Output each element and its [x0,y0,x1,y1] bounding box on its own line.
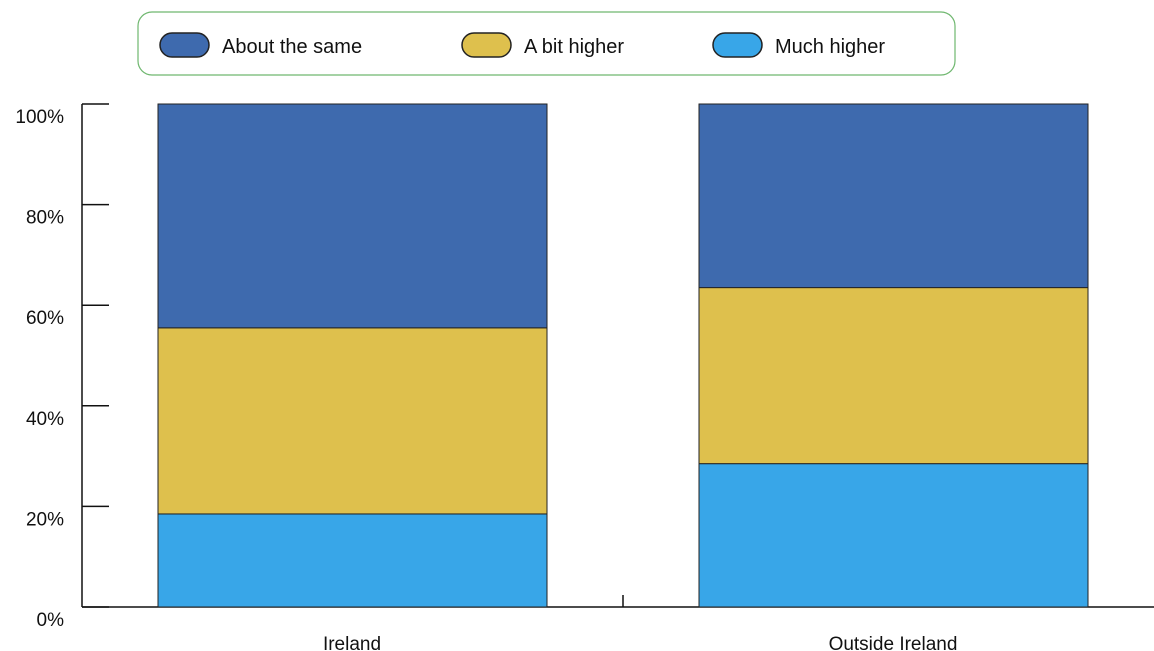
y-tick-label: 0% [37,610,65,631]
bar-segment-much-higher [698,463,1089,608]
bar-segment-a-bit-higher [157,327,548,515]
legend-label: A bit higher [524,36,624,58]
legend: About the same A bit higher Much higher [137,11,956,76]
legend-label: About the same [222,36,362,58]
legend-swatch [159,32,210,58]
legend-label: Much higher [775,36,885,58]
legend-swatch [712,32,763,58]
bar-segment-much-higher [157,513,548,608]
y-tick-label: 40% [26,409,64,430]
y-tick-label: 20% [26,509,64,530]
y-tick-label: 60% [26,308,64,329]
bar-segment-about-the-same [157,103,548,329]
bar-segment-a-bit-higher [698,287,1089,465]
bar-segment-about-the-same [698,103,1089,289]
x-category-label: Ireland [323,634,381,651]
legend-swatch [461,32,512,58]
legend-box [137,11,956,76]
x-category-label: Outside Ireland [829,634,958,651]
y-tick-label: 80% [26,208,64,229]
y-tick-label: 100% [15,107,64,128]
